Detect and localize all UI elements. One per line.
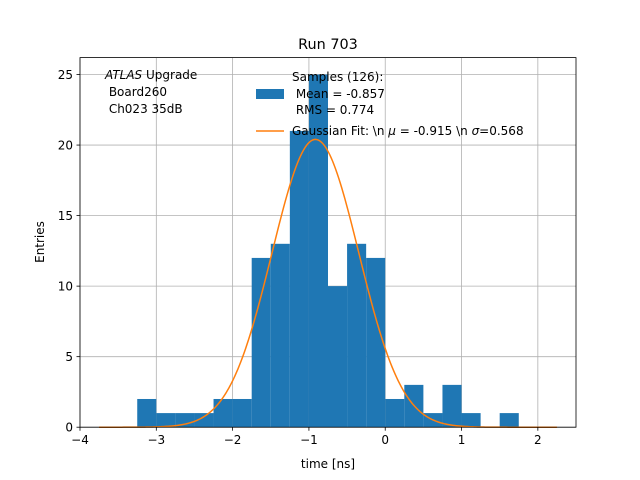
y-axis-ticks: 0 5 10 15 20 25	[58, 68, 80, 435]
histogram-bar	[328, 286, 348, 428]
histogram-bar	[194, 413, 214, 428]
x-axis-ticks: −4 −3 −2 −1 0 1 2	[71, 427, 542, 447]
x-tick-label: −4	[71, 433, 89, 447]
annotation-line-1: ATLAS Upgrade	[104, 68, 197, 82]
histogram-bar	[137, 398, 157, 428]
legend-histogram-swatch	[256, 89, 284, 99]
legend-fit-mid: = -0.915 \n	[396, 124, 472, 138]
y-tick-label: 20	[58, 138, 73, 152]
histogram-bar	[385, 398, 405, 428]
x-axis-label: time [ns]	[301, 457, 355, 471]
y-tick-label: 15	[58, 209, 73, 223]
legend-fit-sigma: σ	[472, 124, 480, 138]
x-tick-label: 0	[381, 433, 389, 447]
histogram-bar	[213, 398, 233, 428]
x-tick-label: −1	[300, 433, 318, 447]
annotation-upgrade: Upgrade	[142, 68, 197, 82]
legend: Samples (126): Mean = -0.857 RMS = 0.774…	[256, 70, 524, 138]
y-tick-label: 0	[65, 421, 73, 435]
histogram-bar	[461, 413, 481, 428]
y-axis-label: Entries	[33, 221, 47, 263]
x-tick-label: 1	[458, 433, 466, 447]
legend-histogram-line-3: RMS = 0.774	[292, 103, 374, 117]
annotation-channel: Ch023 35dB	[105, 102, 183, 116]
chart-title: Run 703	[298, 37, 358, 53]
legend-histogram-line-2: Mean = -0.857	[292, 87, 385, 101]
atlas-annotation: ATLAS Upgrade Board260 Ch023 35dB	[104, 68, 197, 116]
legend-fit-suffix: =0.568	[479, 124, 523, 138]
histogram-bar	[442, 384, 462, 428]
x-tick-label: −2	[224, 433, 242, 447]
legend-fit-prefix: Gaussian Fit: \n	[292, 124, 388, 138]
histogram-bar	[251, 257, 271, 428]
x-tick-label: 2	[534, 433, 542, 447]
y-tick-label: 5	[65, 350, 73, 364]
annotation-atlas: ATLAS	[104, 68, 143, 82]
annotation-board: Board260	[105, 85, 167, 99]
histogram-bar	[366, 257, 386, 428]
histogram-bar	[270, 243, 290, 428]
histogram-bar	[347, 243, 367, 428]
y-tick-label: 10	[58, 279, 73, 293]
legend-fit-label: Gaussian Fit: \n μ = -0.915 \n σ=0.568	[292, 124, 524, 138]
legend-fit-mu: μ	[387, 124, 396, 138]
histogram-bar	[232, 398, 252, 428]
x-tick-label: −3	[147, 433, 165, 447]
histogram-bar	[308, 74, 328, 428]
histogram-bars	[137, 74, 519, 428]
histogram-bar	[289, 130, 309, 428]
y-tick-label: 25	[58, 68, 73, 82]
histogram-bar	[156, 413, 176, 428]
axes-frame	[79, 57, 577, 428]
histogram-bar	[499, 413, 519, 428]
legend-histogram-line-1: Samples (126):	[292, 70, 383, 84]
